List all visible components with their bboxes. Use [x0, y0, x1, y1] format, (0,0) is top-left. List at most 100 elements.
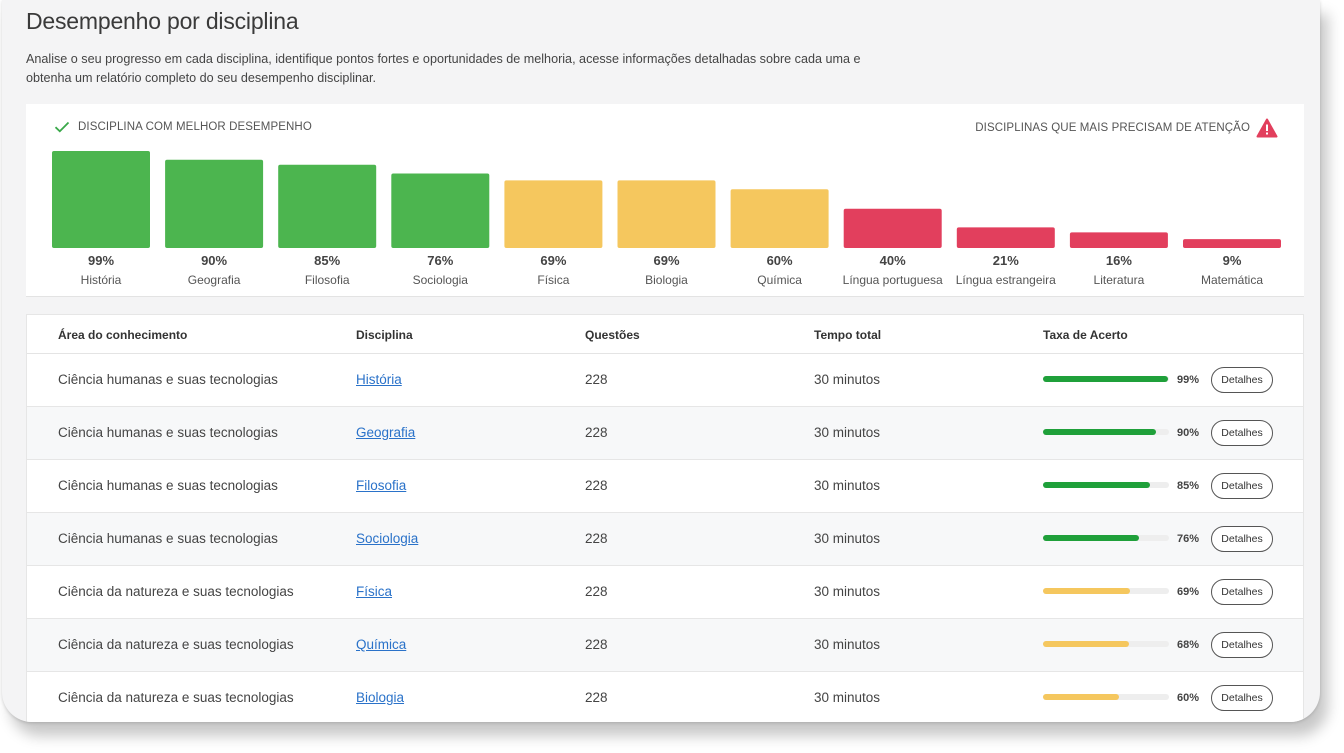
check-icon — [54, 121, 70, 133]
progress-percent: 90% — [1177, 427, 1200, 439]
cell-area: Ciência da natureza e suas tecnologias — [58, 584, 294, 599]
bar-value-label: 60% — [767, 253, 793, 268]
table-row: Ciência humanas e suas tecnologias Histór… — [27, 354, 1303, 407]
progress-track — [1043, 641, 1169, 647]
cell-tempo: 30 minutos — [814, 425, 881, 440]
chart-bar — [956, 227, 1055, 248]
discipline-link[interactable]: História — [356, 372, 402, 387]
discipline-link[interactable]: Química — [356, 637, 407, 652]
cell-questoes: 228 — [585, 584, 608, 599]
chart-bar — [504, 180, 603, 248]
progress-percent: 85% — [1177, 480, 1200, 492]
cell-area: Ciência humanas e suas tecnologias — [58, 478, 278, 493]
details-button[interactable]: Detalhes — [1211, 579, 1273, 605]
cell-questoes: 228 — [585, 531, 608, 546]
progress-track — [1043, 429, 1169, 435]
progress-percent: 69% — [1177, 586, 1200, 598]
bar-category-label: Química — [757, 273, 802, 287]
cell-tempo: 30 minutos — [814, 637, 881, 652]
details-button[interactable]: Detalhes — [1211, 526, 1273, 552]
cell-questoes: 228 — [585, 690, 608, 705]
discipline-link[interactable]: Sociologia — [356, 531, 419, 546]
bar-category-label: Língua estrangeira — [956, 273, 1056, 287]
bar-category-label: Biologia — [645, 273, 688, 287]
details-button[interactable]: Detalhes — [1211, 685, 1273, 711]
bar-value-label: 90% — [201, 253, 227, 268]
bar-value-label: 99% — [88, 253, 114, 268]
performance-table: Área do conhecimento Disciplina Questões… — [26, 314, 1304, 722]
chart-bar — [1183, 239, 1281, 248]
cell-questoes: 228 — [585, 478, 608, 493]
bar-value-label: 40% — [880, 253, 906, 268]
table-row: Ciência humanas e suas tecnologias Sociol… — [27, 513, 1303, 566]
table-row: Ciência humanas e suas tecnologias Geogra… — [27, 407, 1303, 460]
progress-track — [1043, 535, 1169, 541]
bar-category-label: Filosofia — [305, 273, 350, 287]
table-row: Ciência da natureza e suas tecnologias Qu… — [27, 619, 1303, 672]
bar-value-label: 21% — [993, 253, 1019, 268]
progress-track — [1043, 482, 1169, 488]
chart-bar — [1069, 232, 1168, 248]
progress-fill — [1043, 641, 1129, 647]
progress-fill — [1043, 535, 1139, 541]
warning-icon — [1256, 118, 1278, 138]
page-frame: Desempenho por disciplina Analise o seu … — [2, 0, 1320, 722]
details-button[interactable]: Detalhes — [1211, 632, 1273, 658]
chart-bar — [843, 208, 942, 248]
header-disciplina: Disciplina — [356, 328, 413, 342]
bar-value-label: 76% — [427, 253, 453, 268]
page-description: Analise o seu progresso em cada discipli… — [26, 52, 861, 85]
bar-category-label: Matemática — [1201, 273, 1263, 287]
progress-fill — [1043, 694, 1119, 700]
progress-percent: 68% — [1177, 639, 1200, 651]
progress-percent: 99% — [1177, 374, 1200, 386]
cell-questoes: 228 — [585, 425, 608, 440]
bar-chart: 99% História 90% Geografia 85% Filosofia 76% So… — [52, 150, 1281, 287]
bar-category-label: História — [81, 273, 122, 287]
details-button[interactable]: Detalhes — [1211, 420, 1273, 446]
discipline-link[interactable]: Geografia — [356, 425, 416, 440]
table-row: Ciência humanas e suas tecnologias Filoso… — [27, 460, 1303, 513]
cell-area: Ciência humanas e suas tecnologias — [58, 372, 278, 387]
progress-track — [1043, 694, 1169, 700]
bar-category-label: Língua portuguesa — [843, 273, 943, 287]
chart-bar — [278, 164, 377, 248]
discipline-link[interactable]: Biologia — [356, 690, 405, 705]
bar-value-label: 85% — [314, 253, 340, 268]
page-title: Desempenho por disciplina — [26, 8, 299, 34]
cell-tempo: 30 minutos — [814, 531, 881, 546]
bar-value-label: 69% — [653, 253, 679, 268]
cell-questoes: 228 — [585, 372, 608, 387]
header-taxa: Taxa de Acerto — [1043, 328, 1128, 342]
cell-area: Ciência da natureza e suas tecnologias — [58, 637, 294, 652]
progress-fill — [1043, 429, 1157, 435]
legend-attention-label: DISCIPLINAS QUE MAIS PRECISAM DE ATENÇÃO — [975, 122, 1250, 134]
progress-track — [1043, 588, 1169, 594]
table-row: Ciência da natureza e suas tecnologias Fí… — [27, 566, 1303, 619]
legend-best: DISCIPLINA COM MELHOR DESEMPENHO — [54, 121, 312, 133]
table-row: Ciência da natureza e suas tecnologias Bi… — [27, 672, 1303, 722]
legend-best-label: DISCIPLINA COM MELHOR DESEMPENHO — [78, 121, 312, 133]
header-area: Área do conhecimento — [58, 328, 188, 342]
details-button[interactable]: Detalhes — [1211, 367, 1273, 393]
cell-tempo: 30 minutos — [814, 372, 881, 387]
discipline-link[interactable]: Filosofia — [356, 478, 407, 493]
progress-percent: 76% — [1177, 533, 1200, 545]
header-tempo: Tempo total — [814, 328, 882, 342]
progress-fill — [1043, 482, 1151, 488]
cell-tempo: 30 minutos — [814, 584, 881, 599]
bar-value-label: 69% — [540, 253, 566, 268]
bar-value-label: 16% — [1106, 253, 1132, 268]
cell-questoes: 228 — [585, 637, 608, 652]
legend-attention: DISCIPLINAS QUE MAIS PRECISAM DE ATENÇÃO — [975, 118, 1278, 138]
bar-category-label: Geografia — [188, 273, 241, 287]
header-questoes: Questões — [585, 328, 640, 342]
discipline-link[interactable]: Física — [356, 584, 393, 599]
chart-bar — [165, 159, 264, 248]
progress-fill — [1043, 376, 1168, 382]
cell-tempo: 30 minutos — [814, 478, 881, 493]
cell-tempo: 30 minutos — [814, 690, 881, 705]
chart-bar — [52, 150, 150, 248]
details-button[interactable]: Detalhes — [1211, 473, 1273, 499]
progress-percent: 60% — [1177, 692, 1200, 704]
